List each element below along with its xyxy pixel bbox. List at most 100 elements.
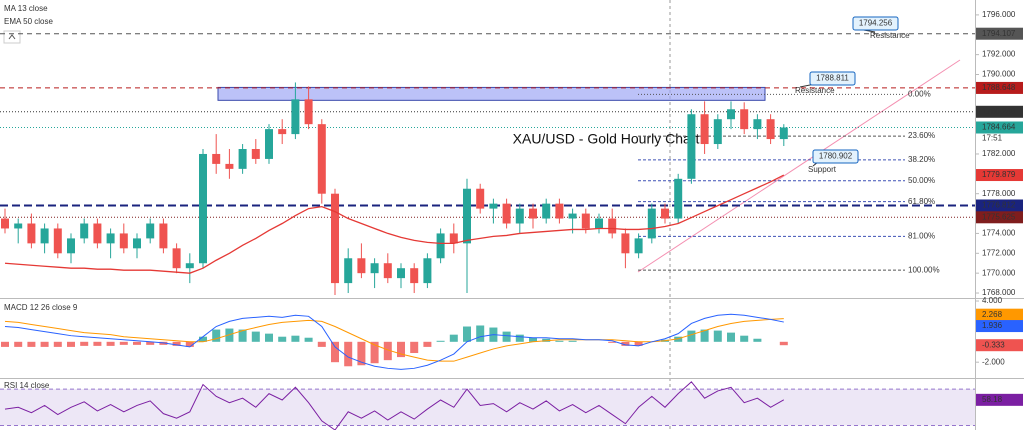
rsi-value-label-box — [976, 393, 1023, 406]
indicator-label: MA 13 close — [4, 4, 48, 13]
candle-body — [291, 99, 300, 135]
ema-line — [4, 174, 785, 274]
y-tick-label: 4.000 — [982, 296, 1003, 305]
rsi-band — [0, 389, 975, 426]
candle-body — [199, 153, 207, 264]
fib-label: 61.80% — [908, 197, 935, 206]
candle-body — [674, 178, 683, 219]
y-tick-label: 1792.000 — [982, 50, 1016, 59]
histogram-bar — [515, 334, 524, 342]
price-label-box — [976, 199, 1023, 212]
collapse-button[interactable] — [3, 30, 21, 44]
histogram-bar — [331, 341, 339, 363]
candle-body — [581, 213, 590, 229]
histogram-bar — [476, 325, 485, 342]
candle-body — [621, 233, 630, 254]
price-label-box — [976, 27, 1023, 40]
signal-value-label: 2.268 — [982, 310, 1003, 319]
histogram-bar — [423, 341, 432, 347]
price-label-box — [976, 211, 1023, 224]
y-tick-label: 1770.000 — [982, 268, 1016, 277]
histogram-bar — [700, 329, 709, 342]
signal-value-label-box — [976, 308, 1023, 321]
histogram-bar — [410, 341, 419, 354]
price-label-box — [976, 105, 1023, 118]
candle-body — [159, 223, 168, 249]
rsi-value-label: 58.18 — [982, 395, 1003, 404]
histogram-bar — [463, 326, 471, 342]
y-tick-label: 1772.000 — [982, 248, 1016, 257]
histogram-bar — [568, 340, 577, 342]
histogram-bar — [344, 341, 353, 367]
resistance-zone — [217, 86, 766, 101]
price-label: 1779.879 — [982, 170, 1016, 179]
price-label-box — [976, 121, 1023, 134]
panel-title: RSI 14 close — [4, 381, 50, 390]
histogram-bar — [542, 338, 551, 342]
candle-body — [713, 119, 722, 145]
histogram-bar — [133, 341, 141, 345]
price-label: 1776.812 — [982, 201, 1016, 210]
histogram-bar — [727, 332, 735, 342]
histogram-bar — [172, 341, 181, 346]
candle-body — [106, 233, 115, 244]
candle-body — [489, 203, 498, 209]
candle-body — [383, 263, 392, 279]
candle-body — [687, 114, 696, 179]
histogram-bar — [370, 341, 379, 364]
histogram-bar — [674, 336, 683, 342]
candle-body — [595, 218, 603, 229]
candle-body — [410, 268, 419, 284]
histogram-bar — [608, 341, 617, 343]
histogram-bar — [687, 330, 696, 342]
histogram-bar — [40, 341, 49, 347]
candle-body — [357, 258, 366, 274]
histogram-bar — [1, 341, 9, 347]
histogram-bar — [291, 335, 300, 342]
fib-label: 38.20% — [908, 155, 935, 164]
candle-body — [542, 203, 551, 219]
histogram-bar — [212, 329, 221, 342]
histogram-bar — [265, 333, 273, 342]
histogram-bar — [634, 341, 643, 346]
callout-text: Resistance — [795, 86, 835, 95]
macd-line — [4, 313, 784, 370]
histogram-bar — [621, 341, 630, 346]
histogram-bar — [436, 340, 445, 342]
candle-body — [185, 263, 194, 269]
histogram-bar — [397, 341, 405, 358]
price-label: 1794.107 — [982, 29, 1016, 38]
histogram-bar — [185, 341, 194, 347]
candle-body — [344, 258, 353, 284]
candle-body — [449, 233, 458, 244]
candle-body — [436, 233, 445, 259]
histogram-bar — [80, 341, 89, 346]
histogram-bar — [317, 341, 326, 347]
countdown: 17:51 — [982, 134, 1003, 143]
candle-body — [608, 218, 617, 234]
histogram-bar — [278, 336, 287, 342]
fib-label: 81.00% — [908, 232, 935, 241]
candle-body — [146, 223, 155, 239]
y-tick-label: 1778.000 — [982, 189, 1016, 198]
candle-body — [568, 213, 577, 219]
histogram-bar — [753, 338, 762, 342]
candle-body — [80, 223, 89, 239]
price-label-box — [976, 81, 1023, 94]
histogram-bar — [146, 341, 155, 345]
y-tick-label: -2.000 — [982, 357, 1005, 366]
histogram-bar — [119, 341, 128, 345]
candle-body — [251, 149, 260, 159]
candle-body — [661, 208, 669, 219]
fib-label: 50.00% — [908, 176, 935, 185]
histogram-bar — [713, 330, 722, 342]
price-label: 1784.664 — [982, 123, 1016, 132]
histogram-bar — [93, 341, 102, 346]
histogram-bar — [383, 341, 392, 361]
histogram-bar — [779, 341, 788, 346]
y-tick-label: 1782.000 — [982, 149, 1016, 158]
candle-body — [1, 218, 9, 229]
candle-body — [700, 114, 709, 145]
rsi-line — [4, 381, 785, 430]
candle-body — [502, 203, 511, 224]
